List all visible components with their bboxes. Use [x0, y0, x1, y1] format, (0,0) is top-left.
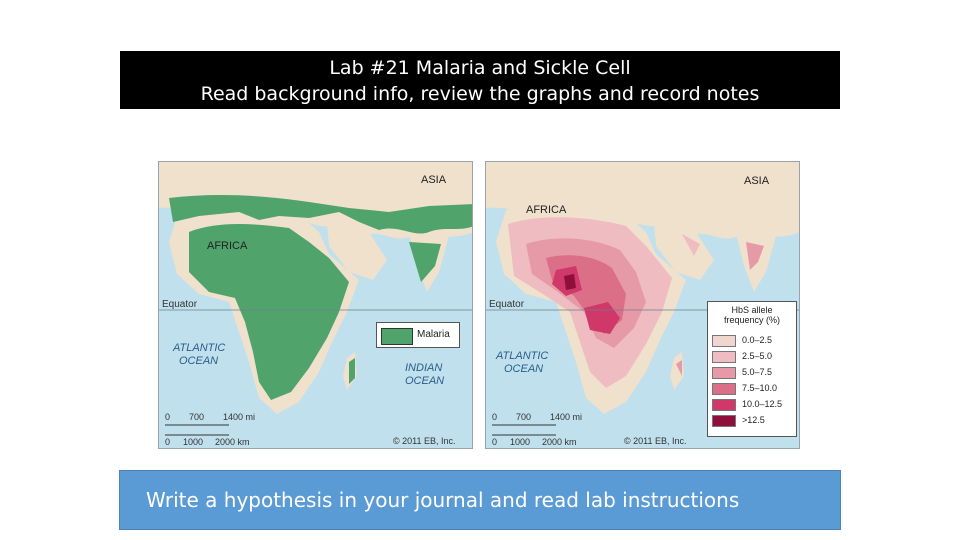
- indian-label-line1: INDIAN: [405, 362, 443, 374]
- legend-label: >12.5: [742, 415, 765, 425]
- malaria-swatch: [381, 328, 413, 345]
- legend-swatch: [712, 415, 736, 427]
- hbs-legend: HbS allele frequency (%) 0.0–2.5 2.5–5.0…: [707, 301, 797, 437]
- scale-mi-1400: 1400 mi: [223, 412, 256, 422]
- slide-subtitle: Read background info, review the graphs …: [200, 83, 760, 105]
- hbs-allele-frequency-map: ASIA AFRICA Equator ATLANTIC OCEAN HbS a…: [485, 161, 800, 449]
- scale-km-0: 0: [165, 437, 171, 447]
- atlantic-ocean-label: ATLANTIC OCEAN: [173, 342, 225, 368]
- scale-km-1000: 1000: [510, 437, 531, 447]
- scale-mi-700: 700: [189, 412, 205, 422]
- scale-km-2000: 2000 km: [215, 437, 250, 447]
- legend-label: 5.0–7.5: [742, 367, 773, 377]
- slide-title-bar: Lab #21 Malaria and Sickle Cell Read bac…: [120, 51, 840, 109]
- asia-label: ASIA: [744, 175, 770, 187]
- hbs-legend-title: HbS allele frequency (%): [708, 305, 796, 325]
- legend-row: 5.0–7.5: [712, 366, 796, 380]
- indian-label-line2: OCEAN: [405, 375, 445, 387]
- scale-mi-1400: 1400 mi: [550, 412, 583, 422]
- hbs-map-graphic: [486, 162, 799, 448]
- copyright-label: © 2011 EB, Inc.: [393, 436, 456, 446]
- atlantic-label-line1: ATLANTIC: [173, 342, 226, 354]
- scale-mi-0: 0: [165, 412, 171, 422]
- legend-swatch: [712, 399, 736, 411]
- legend-swatch: [712, 383, 736, 395]
- legend-swatch: [712, 335, 736, 347]
- slide-title: Lab #21 Malaria and Sickle Cell: [329, 57, 631, 79]
- malaria-legend: Malaria: [376, 322, 460, 348]
- equator-label: Equator: [489, 299, 525, 310]
- scale-km-2000: 2000 km: [542, 437, 577, 447]
- asia-label: ASIA: [421, 174, 447, 186]
- legend-row: 7.5–10.0: [712, 382, 796, 396]
- legend-row: 10.0–12.5: [712, 398, 796, 412]
- legend-label: 10.0–12.5: [742, 399, 783, 409]
- legend-row: 2.5–5.0: [712, 350, 796, 364]
- legend-label: 7.5–10.0: [742, 383, 778, 393]
- scale-mi-700: 700: [516, 412, 532, 422]
- africa-label: AFRICA: [526, 204, 567, 216]
- legend-swatch: [712, 367, 736, 379]
- malaria-distribution-map: ASIA AFRICA Equator ATLANTIC OCEAN INDIA…: [158, 161, 473, 449]
- atlantic-label-line1: ATLANTIC: [496, 350, 549, 362]
- atlantic-label-line2: OCEAN: [179, 355, 219, 367]
- scale-km-1000: 1000: [183, 437, 204, 447]
- indian-ocean-label: INDIAN OCEAN: [405, 362, 444, 388]
- hbs-legend-title-line2: frequency (%): [723, 315, 781, 325]
- scale-mi-0: 0: [492, 412, 498, 422]
- malaria-map-graphic: [159, 162, 472, 448]
- legend-swatch: [712, 351, 736, 363]
- instruction-text: Write a hypothesis in your journal and r…: [146, 488, 740, 512]
- legend-row: >12.5: [712, 414, 796, 428]
- legend-row: 0.0–2.5: [712, 334, 796, 348]
- legend-label: 0.0–2.5: [742, 335, 773, 345]
- equator-label: Equator: [162, 299, 198, 310]
- africa-label: AFRICA: [207, 240, 248, 252]
- atlantic-ocean-label: ATLANTIC OCEAN: [496, 350, 548, 376]
- hbs-legend-title-line1: HbS allele: [731, 305, 773, 315]
- copyright-label: © 2011 EB, Inc.: [624, 436, 687, 446]
- malaria-legend-label: Malaria: [417, 329, 450, 340]
- atlantic-label-line2: OCEAN: [504, 363, 544, 375]
- legend-label: 2.5–5.0: [742, 351, 773, 361]
- instruction-box: Write a hypothesis in your journal and r…: [119, 470, 841, 530]
- scale-km-0: 0: [492, 437, 498, 447]
